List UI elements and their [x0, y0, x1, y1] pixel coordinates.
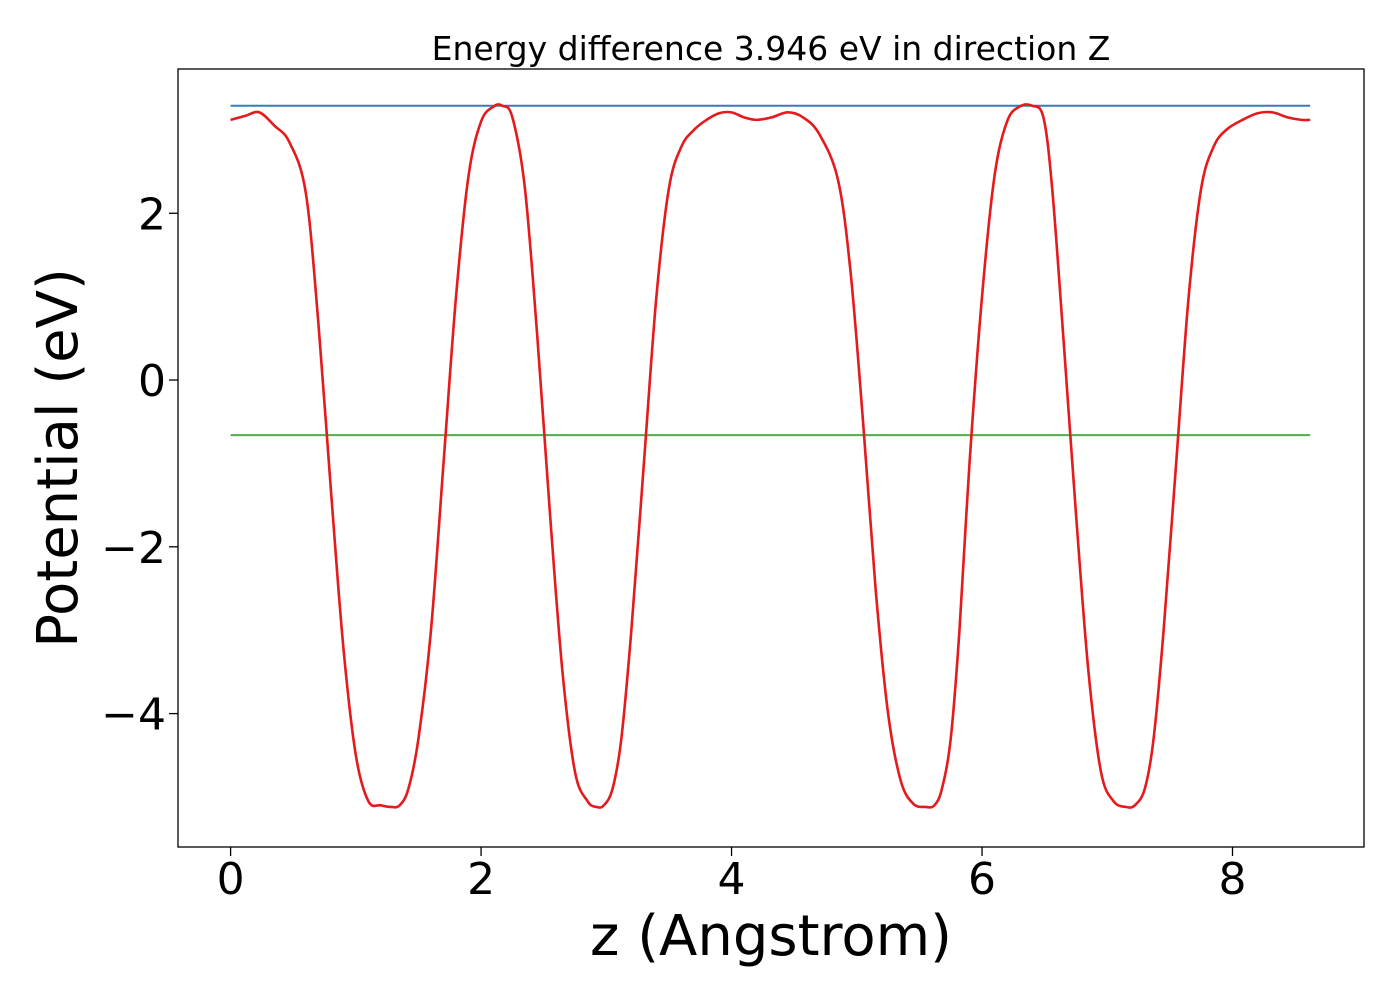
y-tick-label: 0 — [138, 356, 166, 407]
plot-area-frame — [177, 68, 1365, 848]
y-tick-label: −4 — [101, 690, 166, 741]
x-tick-label: 4 — [718, 854, 746, 905]
x-tick-label: 0 — [217, 854, 245, 905]
x-tick-label: 2 — [467, 854, 495, 905]
y-tick-label: 2 — [138, 189, 166, 240]
series-line-1 — [230, 103, 1311, 809]
x-tick-label: 8 — [1219, 854, 1247, 905]
x-axis-label: z (Angstrom) — [590, 904, 952, 969]
x-tick-label: 6 — [968, 854, 996, 905]
x-axis-ticks: 0 2 4 6 8 — [217, 847, 1247, 905]
chart-title: Energy difference 3.946 eV in direction … — [432, 29, 1111, 68]
y-axis-ticks: −4 −2 0 2 — [101, 189, 178, 741]
y-axis-label: Potential (eV) — [26, 268, 91, 648]
series-lines — [230, 103, 1311, 809]
y-tick-label: −2 — [101, 523, 166, 574]
